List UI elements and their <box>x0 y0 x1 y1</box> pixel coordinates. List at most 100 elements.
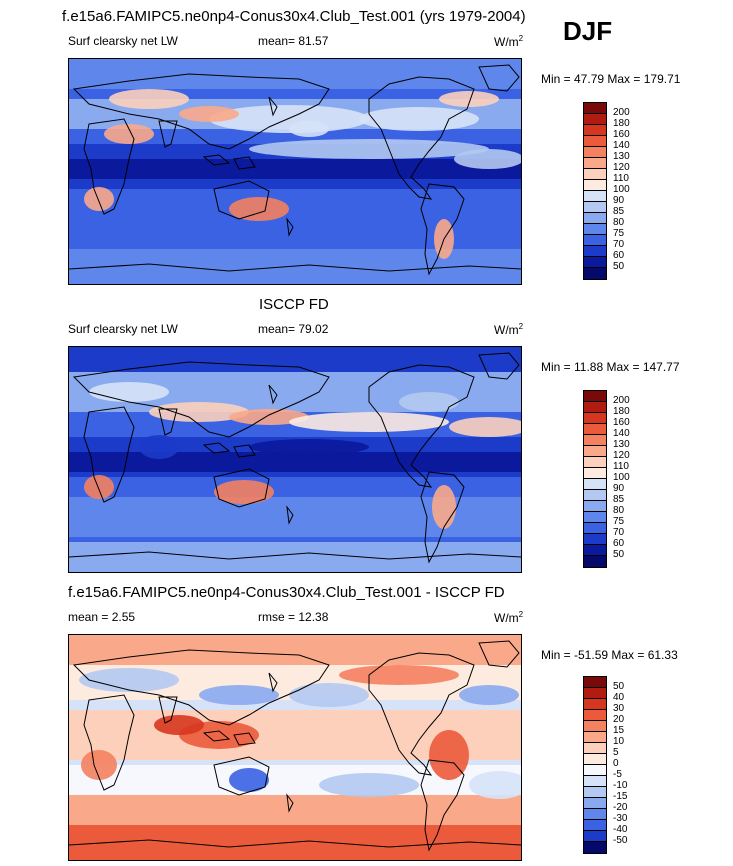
colorbar-tick-label: -50 <box>613 835 628 846</box>
colorbar-swatch <box>584 435 606 446</box>
colorbar-swatch <box>584 820 606 831</box>
colorbar-tick-label: -10 <box>613 780 628 791</box>
colorbar-swatch <box>584 147 606 158</box>
colorbar-tick-label: 110 <box>613 173 629 184</box>
colorbar-tick-label: 75 <box>613 228 625 239</box>
colorbar-swatch <box>584 842 606 853</box>
colorbar-swatch <box>584 479 606 490</box>
colorbar-swatch <box>584 424 606 435</box>
colorbar-tick-label: 100 <box>613 472 630 483</box>
panel1-variable-label: Surf clearsky net LW <box>68 34 178 48</box>
panel3-title: f.e15a6.FAMIPC5.ne0np4-Conus30x4.Club_Te… <box>68 584 505 601</box>
colorbar-tick-label: 120 <box>613 450 630 461</box>
colorbar-tick-label: 160 <box>613 129 630 140</box>
colorbar-swatch <box>584 743 606 754</box>
panel3-map <box>68 634 522 861</box>
colorbar-swatch <box>584 169 606 180</box>
colorbar-swatch <box>584 457 606 468</box>
colorbar-swatch <box>584 180 606 191</box>
colorbar-tick-label: 85 <box>613 494 625 505</box>
colorbar-tick-label: 180 <box>613 406 630 417</box>
colorbar-tick-label: 140 <box>613 428 630 439</box>
colorbar-tick-label: -15 <box>613 791 628 802</box>
colorbar-swatch <box>584 545 606 556</box>
colorbar-tick-label: 200 <box>613 395 630 406</box>
colorbar-tick-label: 130 <box>613 151 630 162</box>
colorbar-swatch <box>584 246 606 257</box>
colorbar-swatch <box>584 391 606 402</box>
colorbar-swatch <box>584 512 606 523</box>
colorbar-tick-label: 130 <box>613 439 630 450</box>
panel3-mean-label: mean = 2.55 <box>68 610 136 624</box>
colorbar-swatch <box>584 688 606 699</box>
panel1-title: f.e15a6.FAMIPC5.ne0np4-Conus30x4.Club_Te… <box>62 8 526 25</box>
colorbar-swatch <box>584 202 606 213</box>
colorbar-swatch <box>584 809 606 820</box>
colorbar-swatch <box>584 776 606 787</box>
colorbar-tick-label: 60 <box>613 250 625 261</box>
panel3-units: W/m2 <box>494 610 524 625</box>
panel3-rmse-label: rmse = 12.38 <box>258 610 329 624</box>
colorbar-tick-label: 90 <box>613 195 625 206</box>
colorbar-swatch <box>584 224 606 235</box>
colorbar-swatch <box>584 235 606 246</box>
colorbar-tick-label: 0 <box>613 758 619 769</box>
colorbar-tick-label: 20 <box>613 714 625 725</box>
colorbar-tick-label: 85 <box>613 206 625 217</box>
colorbar-tick-label: 200 <box>613 107 630 118</box>
colorbar-tick-label: 160 <box>613 417 630 428</box>
colorbar-swatch <box>584 710 606 721</box>
colorbar-tick-label: 180 <box>613 118 630 129</box>
panel2-title: ISCCP FD <box>259 296 329 313</box>
colorbar-swatch <box>584 103 606 114</box>
colorbar-swatch <box>584 523 606 534</box>
colorbar-swatch <box>584 402 606 413</box>
colorbar-tick-label: 70 <box>613 239 625 250</box>
panel2-variable-label: Surf clearsky net LW <box>68 322 178 336</box>
colorbar-swatch <box>584 534 606 545</box>
panel1-map <box>68 58 522 285</box>
colorbar-swatch <box>584 699 606 710</box>
panel3-colorbar <box>583 676 607 854</box>
panel2-units: W/m2 <box>494 322 524 337</box>
colorbar-tick-label: 80 <box>613 217 625 228</box>
colorbar-tick-label: 50 <box>613 549 625 560</box>
colorbar-tick-label: 60 <box>613 538 625 549</box>
colorbar-tick-label: 15 <box>613 725 625 736</box>
colorbar-tick-label: 140 <box>613 140 630 151</box>
colorbar-tick-label: -30 <box>613 813 628 824</box>
colorbar-tick-label: 70 <box>613 527 625 538</box>
colorbar-swatch <box>584 114 606 125</box>
colorbar-tick-label: -5 <box>613 769 622 780</box>
colorbar-tick-label: 110 <box>613 461 629 472</box>
colorbar-swatch <box>584 765 606 776</box>
panel2-minmax: Min = 11.88 Max = 147.77 <box>541 360 680 374</box>
colorbar-tick-label: 10 <box>613 736 625 747</box>
colorbar-swatch <box>584 136 606 147</box>
season-label: DJF <box>563 16 613 46</box>
panel2-colorbar <box>583 390 607 568</box>
colorbar-swatch <box>584 125 606 136</box>
colorbar-swatch <box>584 677 606 688</box>
panel2-mean-label: mean= 79.02 <box>258 322 329 336</box>
colorbar-tick-label: 90 <box>613 483 625 494</box>
panel3-minmax: Min = -51.59 Max = 61.33 <box>541 648 678 662</box>
colorbar-swatch <box>584 191 606 202</box>
colorbar-swatch <box>584 257 606 268</box>
colorbar-tick-label: 120 <box>613 162 630 173</box>
colorbar-swatch <box>584 732 606 743</box>
panel1-minmax: Min = 47.79 Max = 179.71 <box>541 72 681 86</box>
colorbar-tick-label: 40 <box>613 692 625 703</box>
colorbar-swatch <box>584 268 606 279</box>
colorbar-swatch <box>584 158 606 169</box>
panel1-mean-label: mean= 81.57 <box>258 34 329 48</box>
colorbar-swatch <box>584 798 606 809</box>
colorbar-swatch <box>584 831 606 842</box>
colorbar-tick-label: 75 <box>613 516 625 527</box>
colorbar-tick-label: 50 <box>613 261 625 272</box>
colorbar-swatch <box>584 413 606 424</box>
panel2-map <box>68 346 522 573</box>
colorbar-tick-label: 80 <box>613 505 625 516</box>
colorbar-swatch <box>584 468 606 479</box>
panel1-colorbar <box>583 102 607 280</box>
